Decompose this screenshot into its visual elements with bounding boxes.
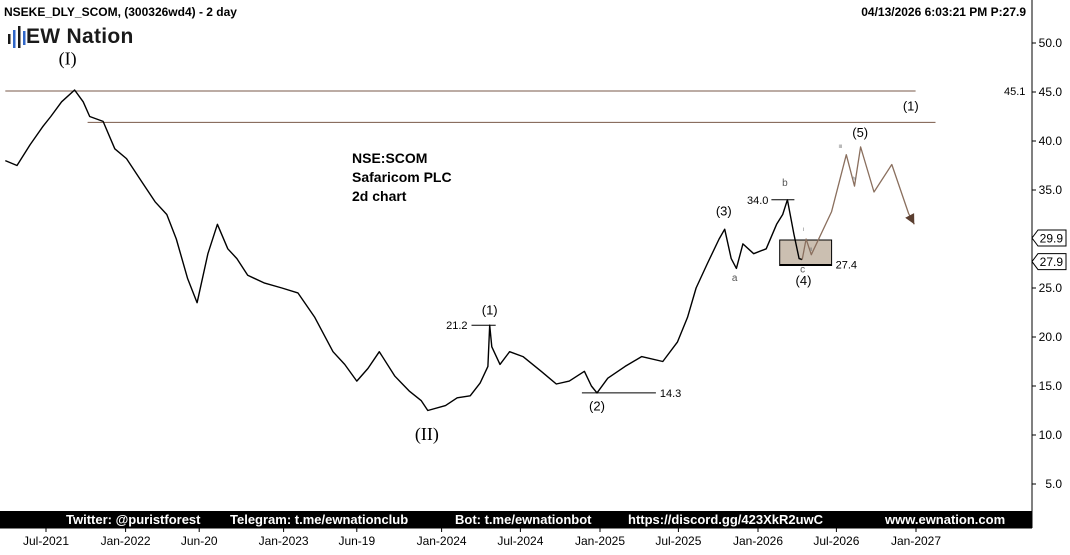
x-tick-label: Jul-2021: [23, 534, 69, 548]
level-label: 21.2: [446, 320, 467, 332]
y-tick-label: 20.0: [1039, 330, 1063, 344]
y-tick-label: 40.0: [1039, 134, 1063, 148]
wave-label: b: [782, 178, 788, 189]
price-flag-box: [1031, 229, 1067, 247]
y-tick-label: 25.0: [1039, 281, 1063, 295]
price-flag-label: 29.9: [1040, 232, 1064, 246]
logo-bar: [8, 34, 11, 44]
projection-arrowhead: [905, 213, 915, 225]
footer-banner: [0, 511, 1032, 528]
price-flag-label: 27.9: [1040, 255, 1064, 269]
price-line: [5, 89, 803, 412]
wave-label: (1): [903, 99, 919, 114]
projection-path: [801, 146, 915, 260]
x-tick-label: Jan-2022: [101, 534, 151, 548]
horizontal-lines-layer: 45.1 21.2 14.3 34.0 27.4: [5, 86, 1025, 400]
wave-label: (1): [482, 303, 498, 318]
wave-label: (3): [716, 204, 732, 219]
logo-bar: [13, 30, 16, 48]
price-flag: 29.9: [1031, 229, 1067, 247]
y-tick-label: 5.0: [1045, 477, 1062, 491]
wave-label: a: [732, 273, 738, 284]
x-tick-label: Jun-20: [181, 534, 218, 548]
price-flag-box: [1031, 253, 1067, 271]
ew-nation-logo: EW Nation: [8, 25, 134, 48]
sub-wave-label: ii: [810, 247, 812, 253]
y-tick-label: 15.0: [1039, 379, 1063, 393]
x-tick-label: Jul-2026: [813, 534, 859, 548]
wave-label: (4): [796, 273, 812, 288]
y-tick-label: 45.0: [1039, 85, 1063, 99]
level-label: 34.0: [747, 195, 768, 207]
logo-text: EW Nation: [26, 25, 134, 48]
level-label: 45.1: [1004, 86, 1025, 98]
sub-wave-label: iii: [839, 144, 842, 150]
x-tick-label: Jul-2025: [655, 534, 701, 548]
y-tick-label: 35.0: [1039, 183, 1063, 197]
wave-label: (2): [589, 399, 605, 414]
level-label: 27.4: [836, 260, 857, 272]
logo-bar: [18, 26, 21, 48]
x-tick-label: Jan-2027: [891, 534, 941, 548]
y-tick-label: 50.0: [1039, 36, 1063, 50]
wave-label: (II): [415, 424, 439, 445]
annotation-company: Safaricom PLC: [352, 169, 452, 185]
annotation-symbol: NSE:SCOM: [352, 150, 427, 166]
y-tick-label: 10.0: [1039, 428, 1063, 442]
logo-bar: [23, 31, 26, 45]
price-flags-layer: 29.9 27.9: [1031, 229, 1067, 271]
x-tick-label: Jan-2024: [417, 534, 467, 548]
x-tick-label: Jan-2026: [733, 534, 783, 548]
footer-bot[interactable]: Bot: t.me/ewnationbot: [455, 512, 592, 527]
sub-wave-label: iv: [853, 176, 857, 182]
x-tick-label: Jan-2025: [575, 534, 625, 548]
level-label: 14.3: [660, 388, 681, 400]
footer-telegram[interactable]: Telegram: t.me/ewnationclub: [230, 512, 408, 527]
price-series-layer: [5, 89, 803, 412]
logo-bars-icon: [8, 26, 26, 48]
footer-twitter[interactable]: Twitter: @puristforest: [66, 512, 201, 527]
wave-label: (I): [59, 49, 77, 70]
wave-label: (5): [852, 125, 868, 140]
x-tick-label: Jun-19: [338, 534, 375, 548]
annotation-timeframe: 2d chart: [352, 188, 407, 204]
footer-website[interactable]: www.ewnation.com: [884, 512, 1005, 527]
plot-background: [0, 0, 1032, 528]
wave-label: c: [800, 264, 805, 275]
x-tick-label: Jan-2023: [259, 534, 309, 548]
sub-wave-label: i: [803, 227, 804, 233]
price-flag: 27.9: [1031, 253, 1067, 271]
wave-labels-layer: (I) (II) (1) (2) (3) (4) (5) (1) a b c: [59, 49, 919, 445]
x-tick-label: Jul-2024: [497, 534, 543, 548]
datetime-price-header: 04/13/2026 6:03:21 PM P:27.9: [861, 5, 1026, 19]
y-axis-layer: 5.010.015.020.025.030.035.040.045.050.0: [1032, 36, 1062, 491]
x-axis-layer: Jul-2021 Jan-2022 Jun-20 Jan-2023 Jun-19 Jan-…: [23, 528, 941, 548]
symbol-header: NSEKE_DLY_SCOM, (300326wd4) - 2 day: [4, 5, 237, 19]
footer-discord[interactable]: https://discord.gg/423XkR2uwC: [628, 512, 824, 527]
